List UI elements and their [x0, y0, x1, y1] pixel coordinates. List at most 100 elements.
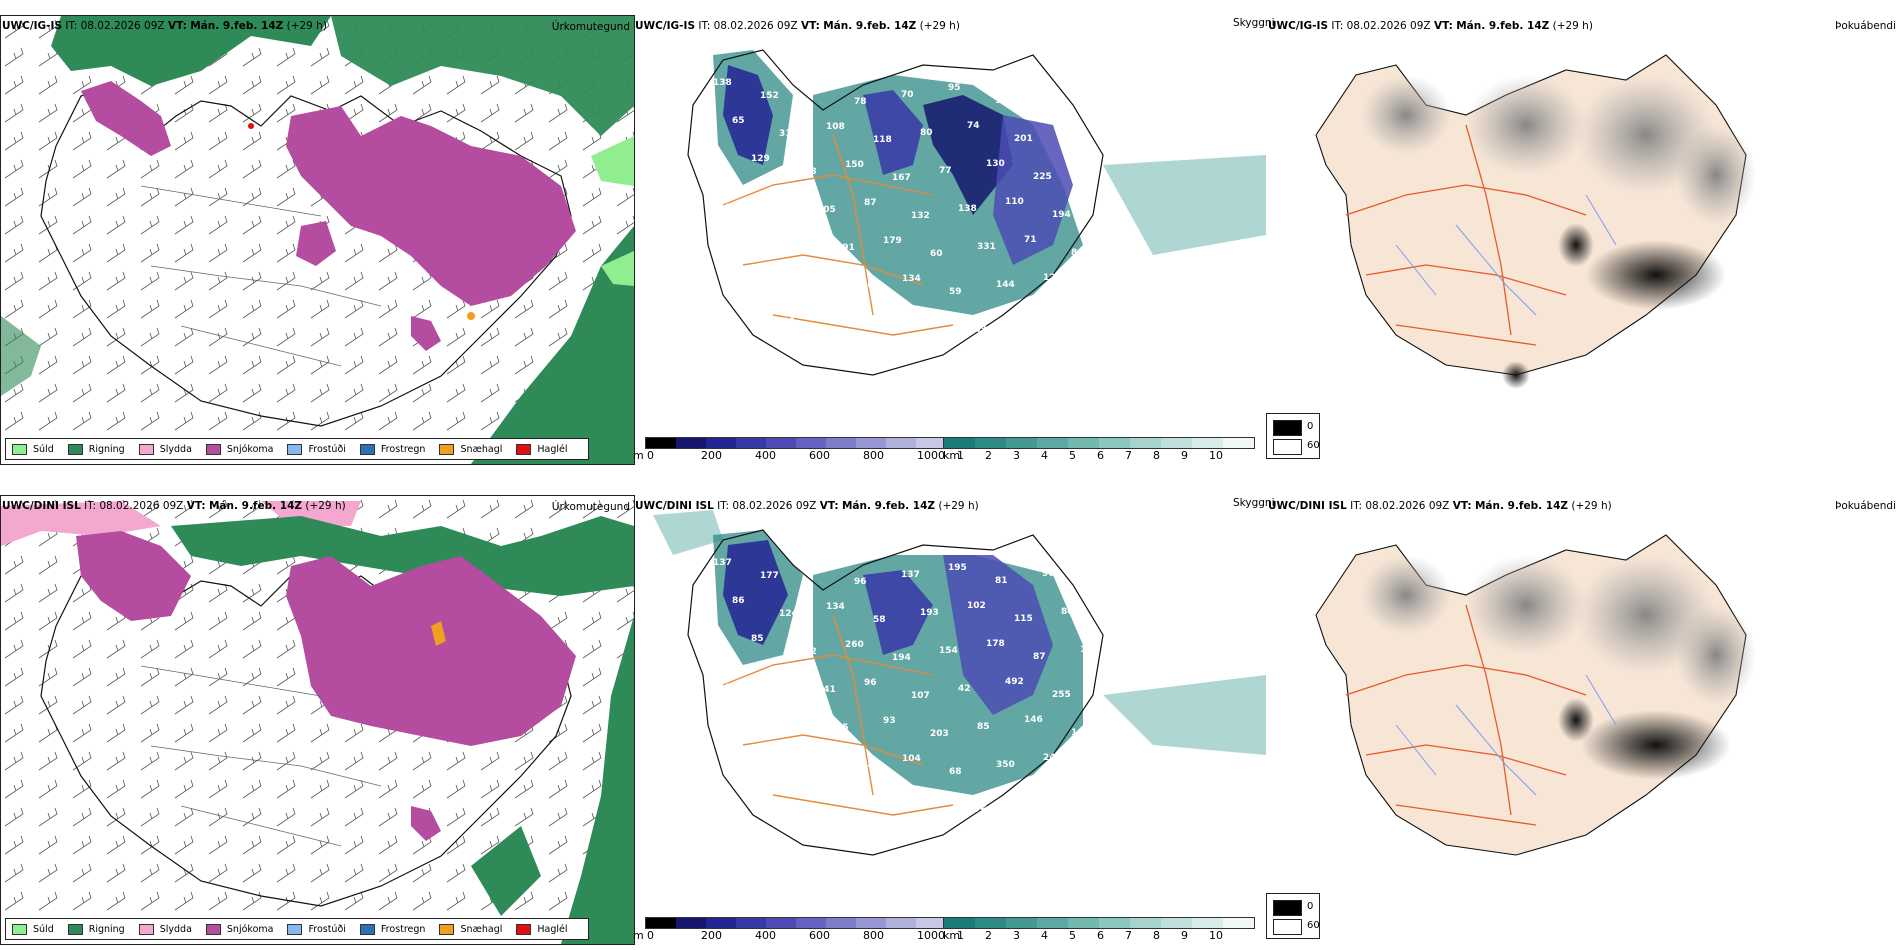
legend-label: Slydda: [159, 923, 192, 935]
legend-label: Slydda: [159, 443, 192, 455]
fog-map-row2: [1315, 534, 1756, 856]
ceiling-value: 115: [874, 799, 893, 809]
valid-time: Mán. 9.feb. 14Z: [208, 500, 303, 512]
legend-swatch: [287, 443, 303, 455]
ceiling-area: [723, 65, 773, 165]
ceiling-value: 200: [776, 317, 795, 327]
legend-swatch: [439, 443, 455, 455]
legend-label: Frostregn: [380, 443, 426, 455]
ceiling-value: 31: [779, 129, 792, 139]
vis-area: [1103, 155, 1266, 255]
ceiling-value: 77: [939, 166, 952, 176]
ceiling-value: 137: [713, 558, 732, 568]
legend-label: Frostúði: [308, 443, 346, 455]
colorbar-tick: 6: [1097, 929, 1104, 942]
ceiling-value: 81: [1090, 766, 1103, 776]
colorbar-segment: [944, 438, 975, 448]
colorbar-segment: [1099, 918, 1130, 928]
panel-label-fog: Þokuábendi: [1835, 500, 1896, 512]
ceiling-value: 178: [986, 639, 1005, 649]
ceiling-map-row2: 137 177 114 96 137 195 81 90 86 124 134 58 193 102 115…: [653, 510, 1266, 856]
colorbar-tick: 800: [863, 449, 884, 462]
colorbar-segment: [1037, 918, 1068, 928]
ceiling-value: 68: [949, 767, 962, 777]
precip-map-row1: [1, 16, 634, 464]
sleet-area: [1, 501, 161, 546]
legend-swatch: [67, 443, 83, 455]
ceiling-value: 58: [873, 615, 886, 625]
ceiling-value: 218: [757, 279, 776, 289]
ceiling-value: 42: [958, 684, 971, 694]
colorbar-tick: 2: [985, 929, 992, 942]
colorbar-segment: [1037, 438, 1068, 448]
run-time: IT: 08.02.2026 09Z: [1350, 500, 1450, 512]
ceiling-value: 201: [1014, 134, 1033, 144]
rain-area: [1, 316, 41, 396]
vt-label: VT:: [1433, 20, 1453, 32]
ceiling-value: 145: [770, 192, 789, 202]
colorbar-segment: [706, 918, 736, 928]
colorbar-segment: [944, 918, 975, 928]
ceiling-value: 194: [892, 653, 911, 663]
snow-area: [296, 221, 336, 266]
legend-item: Haglél: [516, 923, 568, 935]
fog-legend-light-swatch: [1273, 919, 1302, 935]
lead-time: (+29 h): [305, 500, 346, 512]
precip-panel-row1: Úrkomutegund Súld Rigning Slydda Snjókoma Fr…: [0, 15, 635, 465]
ceiling-value: 124: [779, 609, 798, 619]
valid-time: Mán. 9.feb. 14Z: [190, 20, 284, 32]
colorbar-tick: 9: [1181, 449, 1188, 462]
ceiling-value: 179: [883, 236, 902, 246]
legend-swatch: [138, 443, 154, 455]
colorbar-unit: km: [943, 449, 961, 462]
panel-label-fog: Þokuábendi: [1835, 20, 1896, 32]
legend-swatch: [138, 923, 154, 935]
ceiling-value: 71: [1024, 235, 1037, 245]
ceiling-value: 125: [1043, 273, 1062, 283]
colorbar-segment: [736, 918, 766, 928]
rain-area: [51, 16, 331, 86]
run-time: IT: 08.02.2026 09Z: [65, 20, 165, 32]
ceiling-area: [923, 95, 1013, 215]
ceiling-value: 134: [902, 274, 921, 284]
colorbar-unit: m: [633, 929, 644, 942]
ceiling-value: 146: [1071, 728, 1090, 738]
ceiling-value: 114: [807, 564, 826, 574]
colorbar-tick: 1000: [917, 449, 945, 462]
panel-label-ceiling: Skyggni: [1233, 497, 1275, 509]
ceiling-value: 129: [751, 154, 770, 164]
ceiling-value: 115: [1014, 614, 1033, 624]
legend-item: Snjókoma: [205, 443, 273, 455]
ceiling-value: 113: [757, 759, 776, 769]
ceiling-value: 138: [958, 204, 977, 214]
ceiling-value: 107: [911, 691, 930, 701]
panel-label-precip: Úrkomutegund: [551, 501, 630, 513]
colorbar-segment: [1223, 438, 1254, 448]
legend-item: Frostregn: [359, 443, 426, 455]
colorbar-segment: [886, 438, 916, 448]
ceiling-value: 86: [732, 596, 745, 606]
colorbar-tick: 10: [1209, 449, 1223, 462]
ceiling-value: 80: [1071, 248, 1084, 258]
ceiling-value: 331: [977, 242, 996, 252]
colorbar-segment: [646, 438, 676, 448]
visibility-colorbar-labels: km 1 2 3 4 5 6 7 8 9 10: [943, 449, 1263, 463]
vt-label: VT:: [1452, 500, 1472, 512]
fog-legend-dark-swatch: [1273, 900, 1302, 916]
lead-time: (+29 h): [919, 20, 960, 32]
legend-swatch: [516, 923, 532, 935]
vt-label: VT:: [186, 500, 206, 512]
ceiling-value: 84: [770, 672, 783, 682]
legend-swatch: [359, 923, 375, 935]
visibility-colorbar: [943, 437, 1255, 449]
drizzle-area: [591, 136, 634, 186]
rain-area: [561, 616, 634, 944]
ceiling-value: 120: [1080, 645, 1099, 655]
fog-legend-dark-label: 0: [1307, 421, 1314, 432]
precip-legend-row1: Súld Rigning Slydda Snjókoma Frostúði Frostre…: [5, 438, 589, 460]
fog-legend-light-label: 60: [1307, 920, 1320, 931]
ceiling-value: 108: [826, 122, 845, 132]
colorbar-tick: 600: [809, 449, 830, 462]
colorbar-segment: [1068, 438, 1099, 448]
ceiling-value-labels: 138 152 134 78 70 95 129 76 65 31 108 118 80 74 201 243…: [713, 78, 1109, 335]
